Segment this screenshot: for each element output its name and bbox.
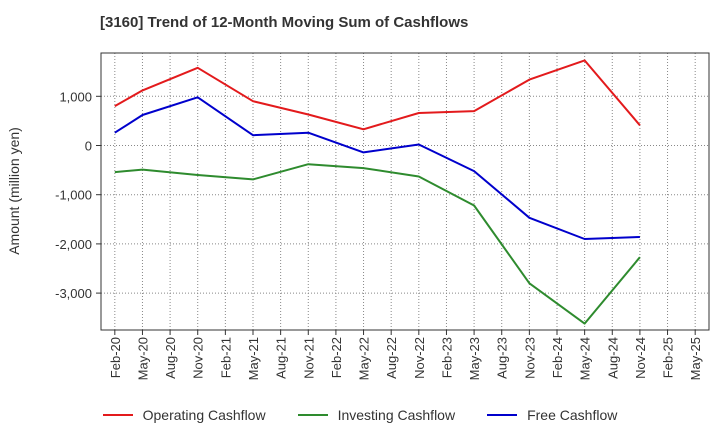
- y-tick-label: 1,000: [59, 89, 92, 104]
- plot-area-border: [100, 52, 710, 331]
- x-tick-label: May-22: [357, 337, 372, 380]
- legend-label-investing: Investing Cashflow: [337, 407, 456, 423]
- legend-swatch-investing: [297, 414, 328, 416]
- y-tick-labels: 1,000 0 -1,000 -2,000 -3,000: [55, 89, 101, 301]
- x-tick-label: Feb-22: [329, 337, 344, 378]
- x-tick-label: Aug-20: [163, 337, 178, 379]
- legend-item-free: Free Cashflow: [487, 407, 617, 423]
- x-tick-label: Aug-24: [605, 337, 620, 379]
- x-tick-label: Nov-20: [191, 337, 206, 379]
- x-tick-label: May-23: [467, 337, 482, 380]
- x-tick-label: May-20: [135, 337, 150, 380]
- legend-item-investing: Investing Cashflow: [297, 407, 456, 423]
- x-tick-label: Feb-24: [550, 337, 565, 378]
- x-tick-label: Nov-22: [412, 337, 427, 379]
- y-tick-label: -1,000: [55, 188, 92, 203]
- legend-item-operating: Operating Cashflow: [102, 407, 266, 423]
- x-tick-labels: Feb-20 May-20 Aug-20 Nov-20 Feb-21 May-21 Aug-…: [108, 330, 703, 380]
- x-tick-label: Feb-23: [439, 337, 454, 378]
- x-tick-label: Feb-21: [218, 337, 233, 378]
- x-tick-label: Aug-21: [274, 337, 289, 379]
- legend: Operating Cashflow Investing Cashflow Fr…: [0, 404, 720, 426]
- chart-title: [3160] Trend of 12-Month Moving Sum of C…: [100, 14, 469, 31]
- x-tick-label: Nov-23: [522, 337, 537, 379]
- x-tick-label: Feb-25: [661, 337, 676, 378]
- series-line-operating-cashflow: [114, 59, 641, 131]
- legend-label-free: Free Cashflow: [527, 407, 618, 423]
- grid-lines: [101, 53, 709, 330]
- series-line-free-cashflow: [114, 96, 640, 240]
- y-tick-label: 0: [85, 138, 92, 153]
- x-tick-label: Aug-23: [495, 337, 510, 379]
- x-tick-label: Nov-24: [633, 337, 648, 379]
- x-tick-label: Aug-22: [384, 337, 399, 379]
- legend-swatch-free: [487, 414, 518, 416]
- x-tick-label: May-24: [578, 337, 593, 380]
- plot-area-background: [101, 53, 709, 330]
- y-axis-label: Amount (million yen): [6, 127, 22, 255]
- x-tick-label: May-21: [246, 337, 261, 380]
- x-tick-label: Feb-20: [108, 337, 123, 378]
- x-tick-label: Nov-21: [301, 337, 316, 379]
- series-layer: [114, 59, 641, 325]
- series-line-investing-cashflow: [114, 163, 641, 325]
- legend-label-operating: Operating Cashflow: [142, 407, 266, 423]
- x-tick-label: May-25: [688, 337, 703, 380]
- y-tick-label: -3,000: [55, 286, 92, 301]
- legend-swatch-operating: [102, 414, 133, 416]
- y-tick-label: -2,000: [55, 237, 92, 252]
